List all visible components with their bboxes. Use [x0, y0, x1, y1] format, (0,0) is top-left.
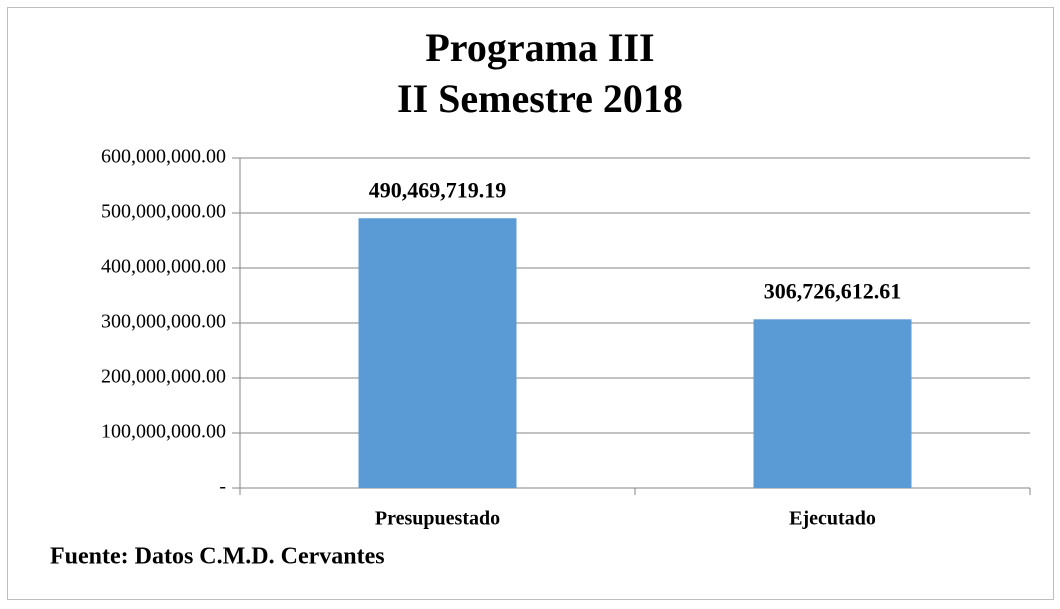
y-tick-label: 600,000,000.00: [101, 146, 226, 168]
bar: [753, 319, 912, 488]
y-tick-label: 300,000,000.00: [101, 311, 226, 333]
bar: [358, 218, 517, 489]
x-tick-label: Presupuestado: [375, 508, 500, 530]
data-label: 490,469,719.19: [369, 177, 507, 202]
y-tick-label: -: [219, 476, 226, 498]
chart-title: Programa III: [425, 25, 654, 70]
chart-border: [7, 7, 1054, 600]
chart-subtitle: II Semestre 2018: [397, 76, 683, 121]
data-label: 306,726,612.61: [764, 278, 902, 303]
source-note: Fuente: Datos C.M.D. Cervantes: [50, 544, 385, 570]
y-tick-label: 100,000,000.00: [101, 421, 226, 443]
y-tick-label: 500,000,000.00: [101, 201, 226, 223]
y-tick-label: 400,000,000.00: [101, 256, 226, 278]
x-tick-label: Ejecutado: [789, 508, 876, 530]
y-tick-label: 200,000,000.00: [101, 366, 226, 388]
